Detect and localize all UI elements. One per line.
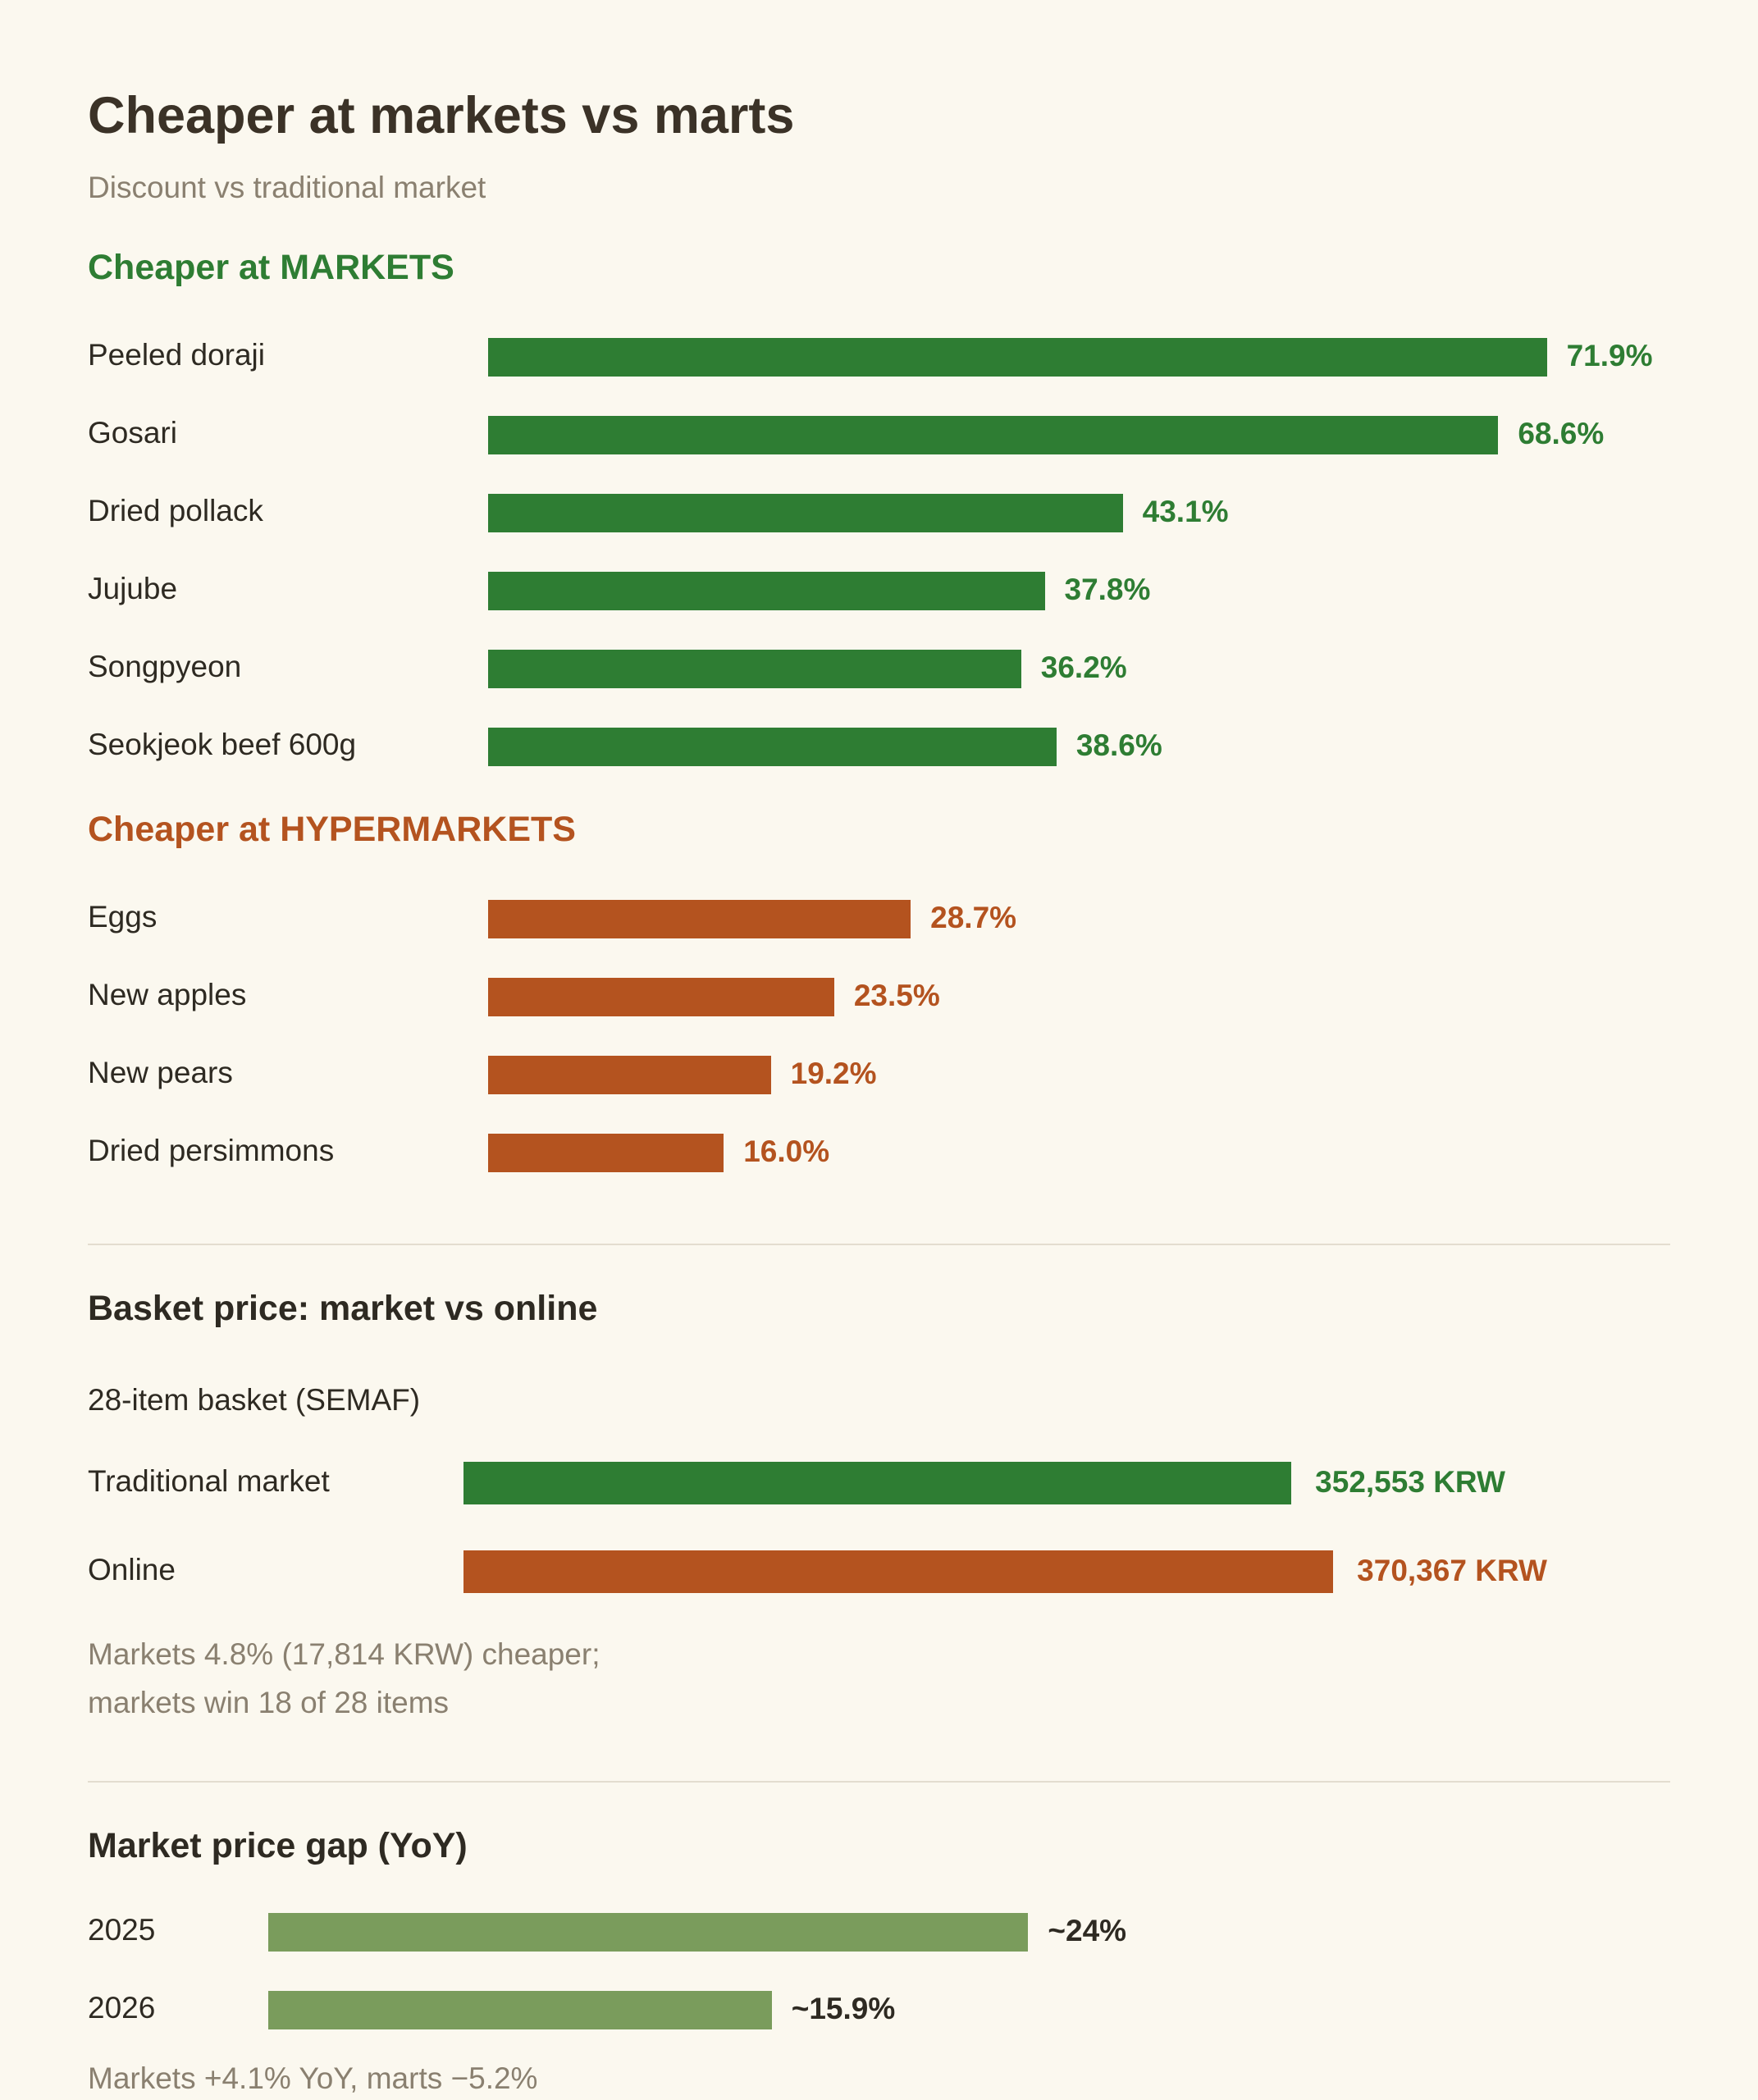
yoy-note: Markets +4.1% YoY, marts −5.2% <box>88 2061 538 2095</box>
section-divider <box>88 1244 1670 1245</box>
category-label: Peeled doraji <box>88 338 265 372</box>
bar <box>488 493 1123 532</box>
category-label: New apples <box>88 978 247 1011</box>
value-label: 43.1% <box>1142 495 1229 528</box>
bar <box>488 727 1057 766</box>
value-label: 37.8% <box>1064 573 1151 606</box>
markets-section-title: Cheaper at MARKETS <box>88 248 454 287</box>
value-label: ~15.9% <box>791 1992 896 2025</box>
bar <box>488 571 1045 610</box>
value-label: 370,367 KRW <box>1357 1554 1547 1587</box>
bar <box>488 337 1547 377</box>
bar <box>488 649 1021 688</box>
category-label: Seokjeok beef 600g <box>88 728 357 761</box>
category-label: Eggs <box>88 900 158 934</box>
category-label: Online <box>88 1553 176 1586</box>
category-label: 2026 <box>88 1991 156 2025</box>
category-label: Gosari <box>88 416 177 450</box>
value-label: 71.9% <box>1566 339 1653 372</box>
value-label: 19.2% <box>790 1057 877 1090</box>
category-label: Jujube <box>88 572 178 605</box>
bar <box>488 899 911 938</box>
section-divider <box>88 1781 1670 1783</box>
category-label: New pears <box>88 1056 233 1089</box>
value-label: 28.7% <box>930 901 1017 934</box>
value-label: ~24% <box>1048 1914 1127 1947</box>
value-label: 16.0% <box>743 1134 830 1168</box>
value-label: 352,553 KRW <box>1315 1465 1505 1499</box>
value-label: 38.6% <box>1075 728 1162 762</box>
category-label: Dried pollack <box>88 494 263 527</box>
category-label: Traditional market <box>88 1464 330 1498</box>
bar <box>463 1462 1292 1504</box>
page-title: Cheaper at markets vs marts <box>88 87 795 144</box>
bar <box>463 1550 1334 1593</box>
category-label: 2025 <box>88 1913 156 1947</box>
value-label: 23.5% <box>853 979 940 1012</box>
bar <box>268 1990 772 2029</box>
basket-section-title: Basket price: market vs online <box>88 1289 598 1328</box>
basket-note-line-2: markets win 18 of 28 items <box>88 1686 450 1719</box>
category-label: Dried persimmons <box>88 1134 335 1167</box>
value-label: 68.6% <box>1518 417 1605 450</box>
value-label: 36.2% <box>1040 651 1127 684</box>
hypermarkets-section-title: Cheaper at HYPERMARKETS <box>88 810 576 849</box>
bar <box>268 1912 1029 1952</box>
bar <box>488 1055 771 1094</box>
yoy-section-title: Market price gap (YoY) <box>88 1826 468 1865</box>
category-label: Songpyeon <box>88 650 242 683</box>
basket-note-line-1: Markets 4.8% (17,814 KRW) cheaper; <box>88 1637 600 1671</box>
bar <box>488 1133 724 1172</box>
bar <box>488 415 1499 454</box>
basket-subtitle: 28-item basket (SEMAF) <box>88 1383 421 1417</box>
bar <box>488 977 834 1016</box>
page-subtitle: Discount vs traditional market <box>88 171 486 204</box>
